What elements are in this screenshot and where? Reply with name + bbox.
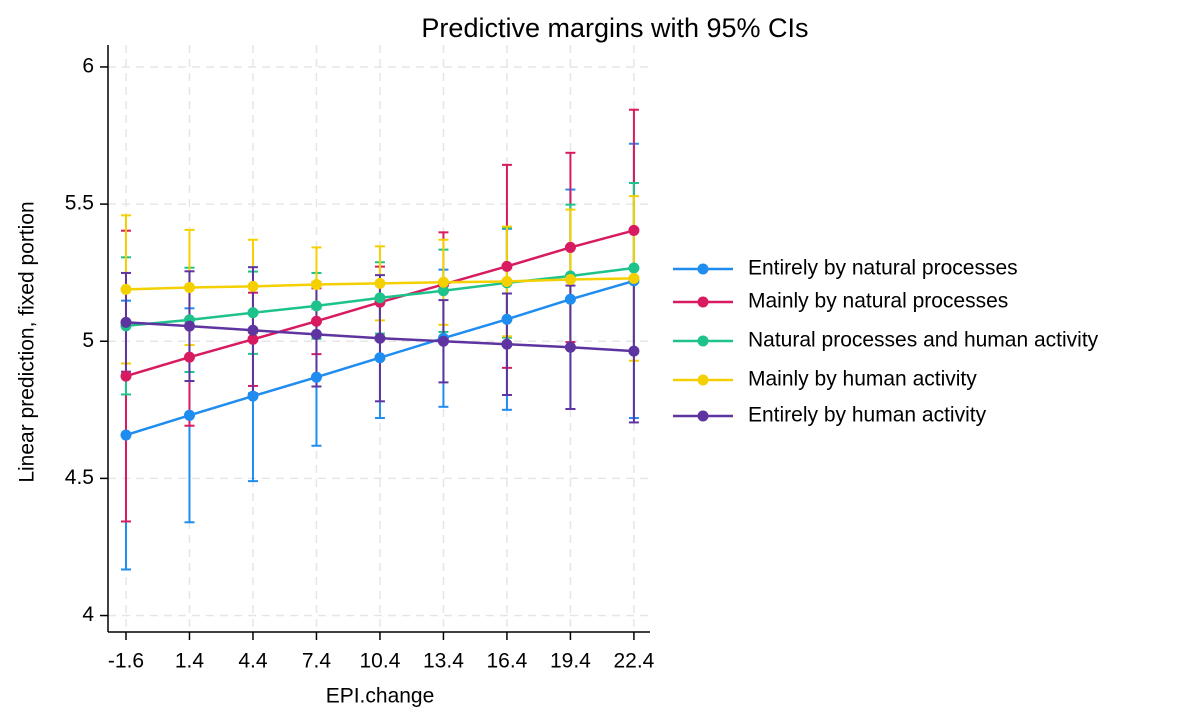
point xyxy=(120,429,132,441)
point xyxy=(374,292,386,304)
point xyxy=(501,338,513,350)
point xyxy=(310,328,322,340)
point xyxy=(310,315,322,327)
y-tick-label: 4 xyxy=(82,603,94,626)
point xyxy=(437,285,449,297)
point xyxy=(374,352,386,364)
x-tick-label: 22.4 xyxy=(613,650,654,673)
x-tick-label: 1.4 xyxy=(175,650,205,673)
y-tick-label: 5.5 xyxy=(65,192,94,215)
point xyxy=(183,281,195,293)
legend-marker xyxy=(697,374,709,386)
point xyxy=(628,345,640,357)
legend-marker xyxy=(697,410,709,422)
point xyxy=(628,272,640,284)
point xyxy=(310,371,322,383)
point xyxy=(247,324,259,336)
point xyxy=(501,313,513,325)
point xyxy=(247,280,259,292)
point xyxy=(247,390,259,402)
legend-marker xyxy=(697,296,709,308)
point xyxy=(374,332,386,344)
legend-label: Entirely by natural processes xyxy=(748,257,1018,280)
point xyxy=(247,333,259,345)
point xyxy=(501,275,513,287)
legend-marker xyxy=(697,335,709,347)
point xyxy=(564,241,576,253)
point xyxy=(564,274,576,286)
point xyxy=(120,283,132,295)
y-axis-label: Linear prediction, fixed portion xyxy=(16,201,39,482)
point xyxy=(183,351,195,363)
point xyxy=(437,276,449,288)
point xyxy=(628,262,640,274)
legend-label: Entirely by human activity xyxy=(748,404,987,427)
point xyxy=(310,300,322,312)
legend-label: Mainly by natural processes xyxy=(748,290,1008,313)
legend-label: Natural processes and human activity xyxy=(748,329,1099,352)
point xyxy=(120,316,132,328)
x-tick-label: 16.4 xyxy=(486,650,527,673)
legend-label: Mainly by human activity xyxy=(748,368,977,391)
x-tick-label: -1.6 xyxy=(108,650,144,673)
point xyxy=(564,293,576,305)
x-tick-label: 4.4 xyxy=(238,650,268,673)
point xyxy=(501,260,513,272)
point xyxy=(183,409,195,421)
point xyxy=(374,277,386,289)
point xyxy=(628,224,640,236)
y-tick-label: 5 xyxy=(82,329,94,352)
chart-title: Predictive margins with 95% CIs xyxy=(421,13,808,43)
y-tick-label: 4.5 xyxy=(65,466,94,489)
point xyxy=(120,370,132,382)
legend-marker xyxy=(697,263,709,275)
x-axis-label: EPI.change xyxy=(326,685,435,708)
x-tick-label: 7.4 xyxy=(302,650,332,673)
x-tick-label: 13.4 xyxy=(423,650,464,673)
point xyxy=(437,335,449,347)
point xyxy=(247,307,259,319)
point xyxy=(183,320,195,332)
x-tick-label: 10.4 xyxy=(360,650,401,673)
x-tick-label: 19.4 xyxy=(550,650,591,673)
point xyxy=(564,341,576,353)
point xyxy=(310,278,322,290)
y-tick-label: 6 xyxy=(82,54,94,77)
